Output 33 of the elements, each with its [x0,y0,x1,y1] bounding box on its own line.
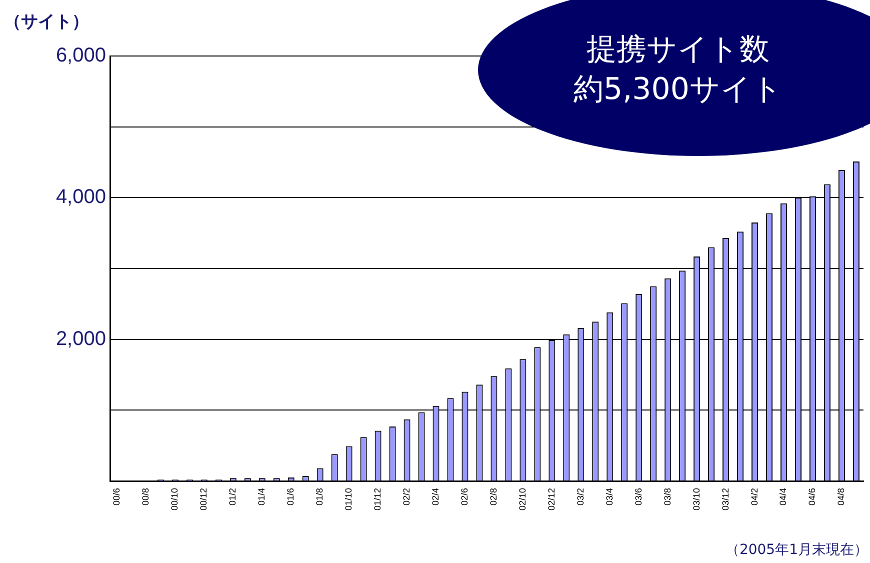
x-tick-label: 02/6 [459,488,470,506]
x-tick-label: 00/12 [198,488,209,511]
x-tick-label: 03/4 [604,488,614,506]
x-tick-label: 04/8 [836,488,846,506]
x-tick-label: 00/10 [170,488,180,511]
y-tick-label: 4,000 [56,186,106,208]
x-tick-label: 03/8 [662,488,672,506]
x-tick-label: 01/8 [314,488,325,506]
x-tick-label: 01/6 [286,488,296,506]
x-tick-label: 00/8 [140,488,151,506]
x-tick-label: 04/2 [749,488,760,506]
x-tick-label: 01/10 [344,488,354,511]
y-axis-title: （サイト） [4,11,89,33]
x-tick-label: 01/2 [228,488,238,506]
x-tick-label: 03/10 [691,488,702,511]
x-tick-label: 04/4 [778,488,788,506]
y-tick-label: 6,000 [56,44,106,67]
x-tick-label: 02/10 [517,488,528,511]
x-tick-label: 00/6 [112,488,122,506]
x-tick-label: 02/4 [430,488,440,506]
y-tick-label: 2,000 [56,328,106,350]
x-tick-label: 03/2 [575,488,586,506]
text: （2005年1月末現在） [725,541,868,559]
x-tick-label: 02/2 [402,488,412,506]
annotation: 提携サイト数 [586,31,770,69]
x-tick-label: 02/12 [546,488,556,511]
annotation: 約5,300サイト [572,71,784,109]
x-tick-label: 02/8 [488,488,498,506]
x-tick-label: 03/12 [720,488,730,511]
x-tick-label: 01/12 [372,488,383,511]
x-tick-label: 04/6 [807,488,818,506]
x-tick-label: 01/4 [256,488,267,506]
x-tick-label: 03/6 [633,488,644,506]
